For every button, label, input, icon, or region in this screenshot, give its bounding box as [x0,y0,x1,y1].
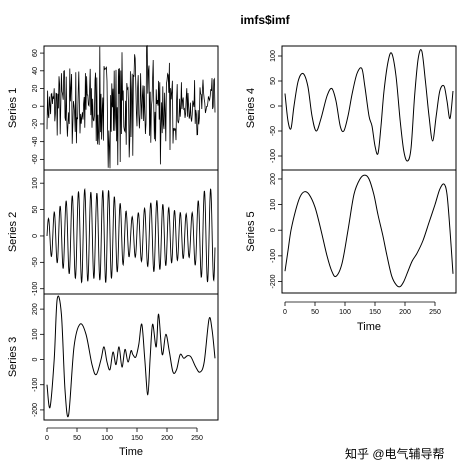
x-tick-label: 100 [101,435,113,442]
series-2-ytick-label: 100 [32,177,39,189]
series-4-line [284,49,454,162]
series-3-ytick-label: 0 [32,357,39,361]
series-1-ytick-label: 0 [32,104,39,108]
x-tick-label: 200 [399,309,411,316]
x-tick-label: 150 [131,435,143,442]
series-2-ytick-label: 50 [32,206,39,214]
series-4-ytick-label: 50 [270,77,277,85]
series-1-label: Series 1 [7,88,19,128]
series-3-ytick-label: -200 [32,403,39,417]
x-tick-label: 250 [429,309,441,316]
series-2-ytick-label: -50 [32,257,39,267]
series-4-label: Series 4 [245,88,257,128]
series-2-ytick-label: -100 [32,282,39,296]
x-axis-label-right: Time [357,321,381,333]
series-2-ytick-label: 0 [32,234,39,238]
x-tick-label: 100 [339,309,351,316]
series-2-line [46,187,216,284]
series-5-ytick-label: 100 [270,199,277,211]
series-4-ytick-label: -50 [270,126,277,136]
series-5-ytick-label: 200 [270,173,277,185]
x-tick-label: 50 [73,435,81,442]
series-1-line [46,45,216,169]
x-axis-label-left: Time [119,446,143,458]
series-1-ytick-label: -20 [32,119,39,129]
x-tick-label: 250 [191,435,203,442]
series-1-ytick-label: -40 [32,136,39,146]
series-3-ytick-label: 200 [32,303,39,315]
series-5-ytick-label: 0 [270,228,277,232]
series-1-ytick-label: 20 [32,85,39,93]
series-1-ytick-label: 60 [32,49,39,57]
series-2-label: Series 2 [7,212,19,252]
series-4-ytick-label: 0 [270,104,277,108]
series-1-ytick-label: 40 [32,67,39,75]
series-1-ytick-label: -60 [32,154,39,164]
series-4-ytick-label: 100 [270,50,277,62]
x-tick-label: 50 [311,309,319,316]
x-tick-label: 0 [45,435,49,442]
series-4-ytick-label: -100 [270,149,277,163]
chart-title: imfs$imf [240,13,290,27]
watermark: 知乎 @电气辅导帮 [345,446,445,461]
series-5-label: Series 5 [245,211,257,251]
x-tick-label: 0 [283,309,287,316]
series-3-line [46,295,216,418]
x-tick-label: 150 [369,309,381,316]
series-3-frame [43,293,219,421]
series-5-ytick-label: -100 [270,249,277,263]
series-3-label: Series 3 [7,337,19,377]
x-tick-label: 200 [161,435,173,442]
series-5-frame [281,169,457,294]
series-3-ytick-label: 100 [32,328,39,340]
series-5-line [284,174,454,288]
series-4-frame [281,45,457,171]
series-3-ytick-label: -100 [32,378,39,392]
series-5-ytick-label: -200 [270,274,277,288]
